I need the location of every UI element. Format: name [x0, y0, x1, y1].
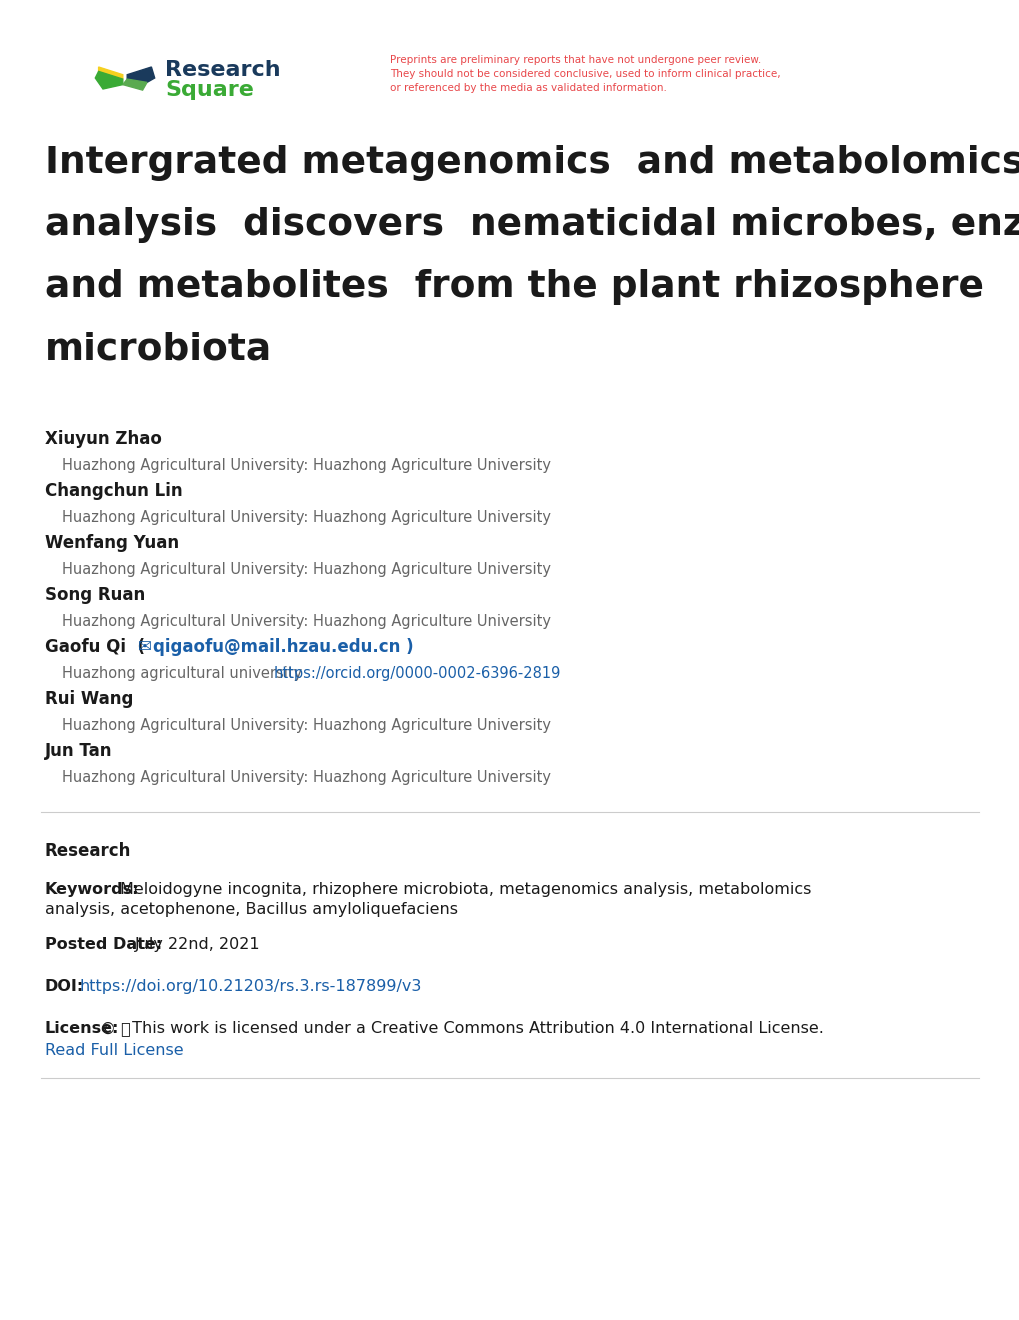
Text: License:: License:: [45, 1020, 119, 1036]
Text: Huazhong Agricultural University: Huazhong Agriculture University: Huazhong Agricultural University: Huazho…: [62, 614, 550, 630]
Text: Posted Date:: Posted Date:: [45, 937, 162, 952]
Text: https://doi.org/10.21203/rs.3.rs-187899/v3: https://doi.org/10.21203/rs.3.rs-187899/…: [79, 979, 422, 994]
Text: Square: Square: [165, 81, 254, 100]
Text: https://orcid.org/0000-0002-6396-2819: https://orcid.org/0000-0002-6396-2819: [274, 667, 560, 681]
Text: Huazhong Agricultural University: Huazhong Agriculture University: Huazhong Agricultural University: Huazho…: [62, 718, 550, 733]
Text: and metabolites  from the plant rhizosphere: and metabolites from the plant rhizosphe…: [45, 269, 983, 305]
Text: Huazhong Agricultural University: Huazhong Agriculture University: Huazhong Agricultural University: Huazho…: [62, 510, 550, 525]
Text: Xiuyun Zhao: Xiuyun Zhao: [45, 430, 162, 447]
Polygon shape: [122, 79, 147, 90]
Text: microbiota: microbiota: [45, 331, 272, 367]
Text: Huazhong Agricultural University: Huazhong Agriculture University: Huazhong Agricultural University: Huazho…: [62, 770, 550, 785]
Text: analysis  discovers  nematicidal microbes, enzymes: analysis discovers nematicidal microbes,…: [45, 207, 1019, 243]
Text: Rui Wang: Rui Wang: [45, 690, 133, 708]
Text: Changchun Lin: Changchun Lin: [45, 482, 182, 500]
Text: Research: Research: [165, 59, 280, 81]
Text: July 22nd, 2021: July 22nd, 2021: [135, 937, 261, 952]
Text: Song Ruan: Song Ruan: [45, 586, 145, 605]
Polygon shape: [127, 67, 155, 82]
Text: This work is licensed under a Creative Commons Attribution 4.0 International Lic: This work is licensed under a Creative C…: [127, 1020, 823, 1036]
Text: Jun Tan: Jun Tan: [45, 742, 112, 760]
Text: Wenfang Yuan: Wenfang Yuan: [45, 535, 179, 552]
Text: ✉: ✉: [138, 638, 152, 656]
Polygon shape: [95, 71, 122, 88]
Text: qigaofu@mail.hzau.edu.cn ): qigaofu@mail.hzau.edu.cn ): [153, 638, 414, 656]
Text: analysis, acetophenone, Bacillus amyloliquefaciens: analysis, acetophenone, Bacillus amyloli…: [45, 902, 458, 917]
Text: Intergrated metagenomics  and metabolomics: Intergrated metagenomics and metabolomic…: [45, 145, 1019, 181]
Text: Keywords:: Keywords:: [45, 882, 140, 898]
Text: Preprints are preliminary reports that have not undergone peer review.
They shou: Preprints are preliminary reports that h…: [389, 55, 780, 92]
Text: Read Full License: Read Full License: [45, 1043, 183, 1059]
Text: © ⓘ: © ⓘ: [100, 1020, 130, 1036]
Text: Meloidogyne incognita, rhizophere microbiota, metagenomics analysis, metabolomic: Meloidogyne incognita, rhizophere microb…: [120, 882, 810, 898]
Text: Research: Research: [45, 842, 131, 861]
Text: Huazhong Agricultural University: Huazhong Agriculture University: Huazhong Agricultural University: Huazho…: [62, 562, 550, 577]
Text: Huazhong agricultural university: Huazhong agricultural university: [62, 667, 320, 681]
Polygon shape: [99, 67, 122, 79]
Text: Gaofu Qi  (: Gaofu Qi (: [45, 638, 151, 656]
Text: DOI:: DOI:: [45, 979, 85, 994]
Text: Huazhong Agricultural University: Huazhong Agriculture University: Huazhong Agricultural University: Huazho…: [62, 458, 550, 473]
